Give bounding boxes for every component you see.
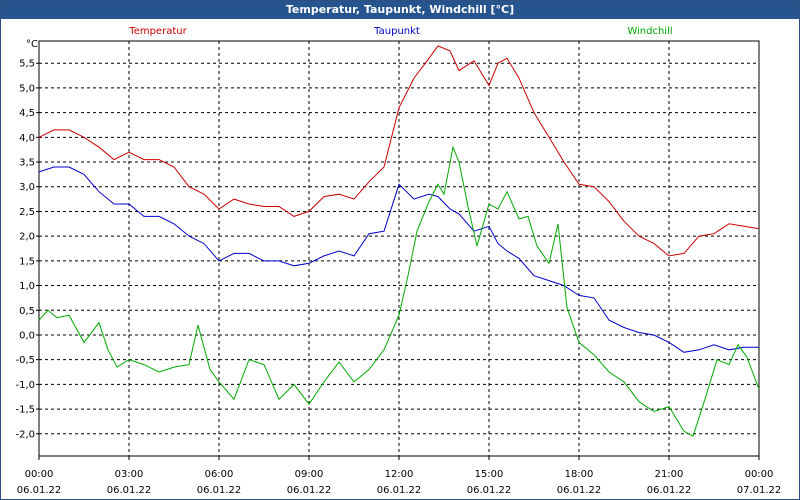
y-tick-label: -2,0: [15, 429, 35, 440]
y-tick-label: 1,5: [19, 256, 35, 267]
series-line-windchill: [38, 145, 760, 437]
y-tick-label: 3,0: [19, 182, 35, 193]
y-tick-label: 0,0: [19, 330, 35, 341]
series-line-taupunkt: [38, 166, 759, 353]
grid-lines: [39, 41, 759, 456]
legend-windchill: Windchill: [627, 26, 672, 37]
y-axis-label: °C: [26, 39, 38, 50]
x-tick-time: 00:00: [25, 469, 54, 480]
y-tick-label: 1,0: [19, 281, 35, 292]
legend: Temperatur Taupunkt Windchill: [128, 26, 672, 37]
x-tick-date: 06.01.22: [377, 485, 422, 496]
y-tick-label: -1,0: [15, 380, 35, 391]
x-tick-date: 06.01.22: [647, 485, 692, 496]
legend-temperatur: Temperatur: [128, 26, 187, 37]
legend-taupunkt: Taupunkt: [373, 26, 420, 37]
x-tick-time: 12:00: [385, 469, 414, 480]
y-tick-label: -1,5: [15, 405, 35, 416]
y-tick-label: 4,5: [19, 108, 35, 119]
x-tick-date: 06.01.22: [467, 485, 512, 496]
x-tick-date: 06.01.22: [17, 485, 62, 496]
y-tick-label: 3,5: [19, 158, 35, 169]
x-axis-ticks: 00:00 06.01.22 03:00 06.01.22 06:00 06.01.22 0…: [17, 456, 782, 496]
x-tick-date: 07.01.22: [737, 485, 782, 496]
x-tick-date: 06.01.22: [197, 485, 242, 496]
chart-title: Temperatur, Taupunkt, Windchill [°C]: [1, 1, 799, 19]
y-tick-label: 2,0: [19, 232, 35, 243]
y-tick-label: 4,0: [19, 133, 35, 144]
y-tick-label: 5,0: [19, 83, 35, 94]
x-tick-date: 06.01.22: [557, 485, 602, 496]
x-tick-time: 09:00: [295, 469, 324, 480]
y-tick-label: -0,5: [15, 355, 35, 366]
y-axis-ticks: -2,0 -1,5 -1,0 -0,5 0,0 0,5 1,0 1,5 2,0 2,5 3,0 3,5…: [15, 59, 39, 440]
x-tick-time: 06:00: [205, 469, 234, 480]
series-line-temperatur: [38, 45, 760, 257]
x-tick-time: 03:00: [115, 469, 144, 480]
x-tick-time: 18:00: [565, 469, 594, 480]
x-tick-time: 15:00: [475, 469, 504, 480]
x-tick-date: 06.01.22: [287, 485, 332, 496]
y-tick-label: 0,5: [19, 306, 35, 317]
x-tick-time: 21:00: [655, 469, 684, 480]
series-lines: [38, 45, 760, 437]
x-tick-date: 06.01.22: [107, 485, 152, 496]
x-tick-time: 00:00: [745, 469, 774, 480]
y-tick-label: 5,5: [19, 59, 35, 70]
y-tick-label: 2,5: [19, 207, 35, 218]
